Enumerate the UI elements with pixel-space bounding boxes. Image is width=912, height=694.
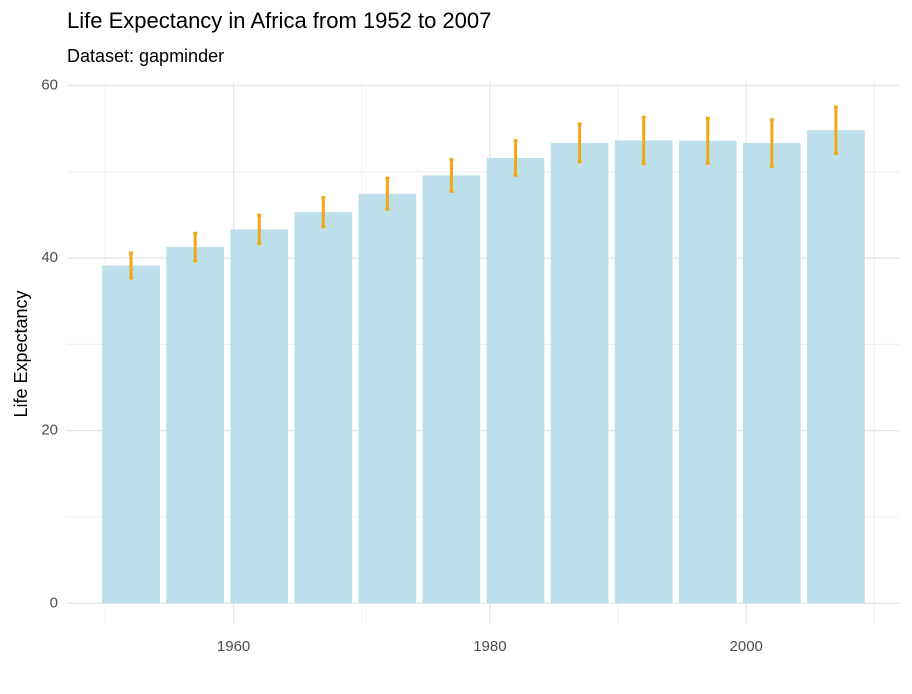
bar: [166, 247, 224, 604]
error-bar: [577, 122, 582, 164]
y-tick-label: 60: [41, 76, 58, 93]
error-bar: [257, 213, 262, 246]
bar: [230, 229, 289, 604]
error-bar: [705, 116, 710, 165]
x-tick-label: 1980: [473, 638, 506, 655]
error-bar: [833, 105, 838, 156]
chart-subtitle: Dataset: gapminder: [67, 46, 224, 66]
error-bar: [321, 195, 326, 229]
x-tick-label: 2000: [730, 638, 763, 655]
error-bar: [193, 231, 198, 263]
bar: [807, 130, 865, 604]
y-tick-label: 40: [41, 249, 58, 266]
error-bar: [513, 139, 518, 177]
error-bar: [129, 251, 134, 280]
y-tick-label: 20: [41, 422, 58, 439]
y-tick-label: 0: [50, 594, 58, 611]
bar: [294, 212, 353, 604]
y-axis-label: Life Expectancy: [11, 290, 31, 417]
bar: [678, 140, 737, 604]
error-bar: [769, 118, 774, 168]
error-bar: [449, 157, 454, 193]
error-bar: [385, 176, 390, 211]
bar: [358, 193, 417, 604]
bar: [102, 265, 160, 604]
bar: [614, 140, 673, 604]
bar: [486, 158, 545, 604]
bar: [422, 175, 481, 604]
chart-title: Life Expectancy in Africa from 1952 to 2…: [67, 8, 491, 33]
error-bar: [641, 115, 646, 166]
bar: [550, 142, 609, 604]
bar: [743, 143, 801, 604]
x-tick-label: 1960: [217, 638, 250, 655]
